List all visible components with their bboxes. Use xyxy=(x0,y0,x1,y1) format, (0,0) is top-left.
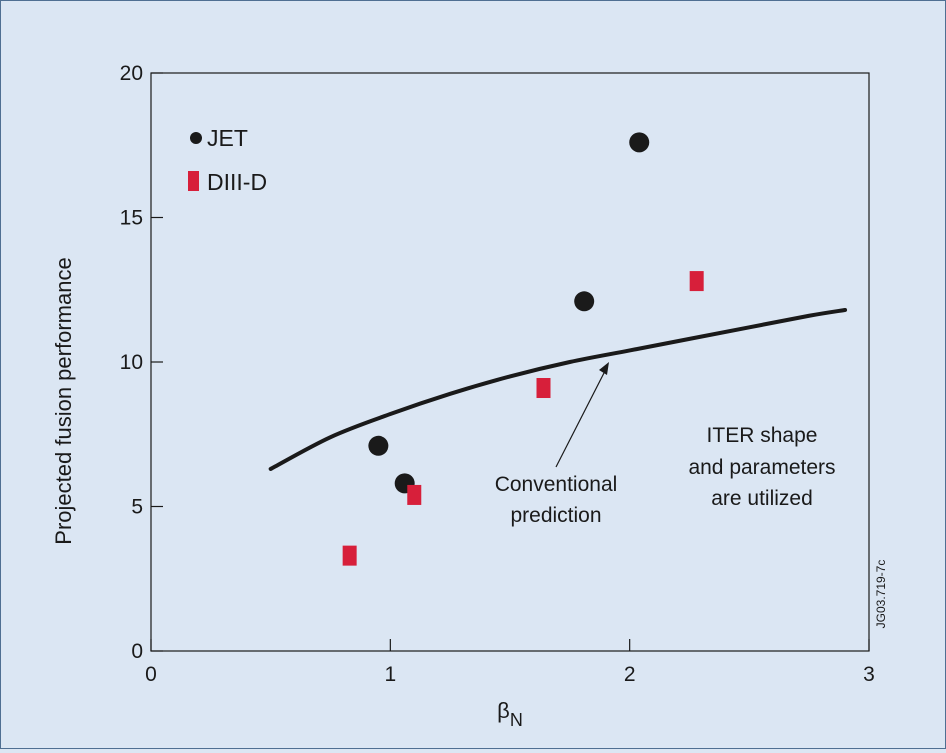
prediction-arrow-line xyxy=(555,370,606,468)
legend-jet-marker xyxy=(190,132,202,144)
plot-box xyxy=(150,72,870,652)
y-tick-label: 10 xyxy=(120,351,143,374)
legend-jet-label: JET xyxy=(207,125,248,151)
axis-ticks: 0 1 2 3 0 5 10 15 20 xyxy=(120,62,875,686)
jet-data-point xyxy=(574,291,595,312)
prediction-arrowhead xyxy=(599,362,609,375)
prediction-curve-layer xyxy=(268,307,848,471)
jet-data-point xyxy=(629,132,650,153)
x-tick-label: 0 xyxy=(145,663,157,686)
x-tick-label: 2 xyxy=(624,663,636,686)
x-axis-title: βN xyxy=(497,698,523,730)
y-tick-label: 20 xyxy=(120,62,143,85)
diiid-data-point xyxy=(536,378,551,399)
prediction-curve xyxy=(268,307,848,471)
legend-diiid-label: DIII-D xyxy=(207,169,267,195)
y-tick-label: 5 xyxy=(131,496,143,519)
legend-diiid-marker xyxy=(188,171,199,191)
legend: JET DIII-D xyxy=(188,125,267,195)
x-axis-title-subscript: N xyxy=(510,710,523,730)
prediction-annotation: Conventional prediction xyxy=(495,362,618,527)
x-tick-label: 3 xyxy=(863,663,875,686)
x-axis-title-main: β xyxy=(497,698,510,723)
data-points-layer xyxy=(342,132,704,566)
jet-data-point xyxy=(368,435,389,456)
iter-label-line-3: are utilized xyxy=(711,487,813,510)
iter-label-line-2: and parameters xyxy=(688,456,835,479)
prediction-label-line-2: prediction xyxy=(510,504,601,527)
prediction-label-line-1: Conventional xyxy=(495,473,618,496)
plot-axes xyxy=(150,72,870,652)
y-tick-label: 0 xyxy=(131,640,143,663)
diiid-data-point xyxy=(342,545,357,566)
figure-code: JG03.719-7c xyxy=(874,560,888,629)
x-tick-label: 1 xyxy=(384,663,396,686)
y-tick-label: 15 xyxy=(120,207,143,230)
y-axis-title: Projected fusion performance xyxy=(51,257,76,544)
diiid-data-point xyxy=(407,484,422,505)
iter-label-line-1: ITER shape xyxy=(707,424,818,447)
iter-annotation: ITER shape and parameters are utilized xyxy=(688,424,835,510)
diiid-data-point xyxy=(689,271,704,292)
